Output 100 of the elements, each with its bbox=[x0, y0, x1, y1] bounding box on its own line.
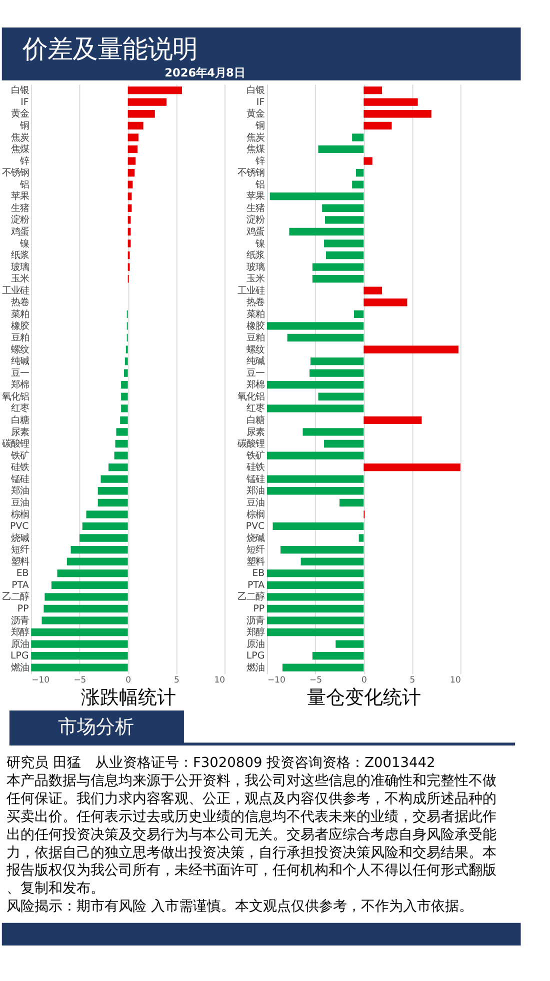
y-tick-label: 豆粕 bbox=[246, 332, 265, 344]
y-tick-label: PVC bbox=[246, 521, 266, 532]
y-tick-label: 尿素 bbox=[10, 426, 29, 438]
y-tick-label: EB bbox=[252, 568, 265, 580]
y-tick-label: 沥青 bbox=[10, 615, 29, 626]
y-tick-label: 苹果 bbox=[10, 191, 29, 202]
y-tick-label: PTA bbox=[12, 580, 30, 591]
y-tick-label: PTA bbox=[247, 580, 266, 591]
y-tick-label: 氧化铝 bbox=[2, 391, 29, 402]
y-tick-label: 铝 bbox=[18, 179, 29, 190]
y-tick-label: 豆油 bbox=[246, 497, 265, 508]
y-tick-label: 热卷 bbox=[246, 297, 265, 308]
y-tick-label: 不锈钢 bbox=[238, 168, 265, 179]
y-tick-label: 螺纹 bbox=[246, 344, 265, 356]
y-tick-label: 焦炭 bbox=[10, 132, 29, 144]
x-tick-label: −5 bbox=[310, 676, 322, 686]
y-tick-label: 塑料 bbox=[246, 556, 265, 568]
y-tick-label: 原油 bbox=[10, 638, 29, 650]
x-tick-label: −10 bbox=[267, 676, 286, 686]
y-tick-label: 铜 bbox=[254, 120, 265, 132]
y-tick-label: 白银 bbox=[10, 85, 29, 96]
y-tick-label: 锌 bbox=[254, 156, 265, 167]
y-tick-label: 郑醇 bbox=[246, 627, 265, 638]
text: 研究员 田猛 从业资格证号：F3020809 投资咨询资格：Z0013442 bbox=[6, 755, 436, 772]
y-tick-label: 短纤 bbox=[10, 544, 29, 556]
y-tick-label: 塑料 bbox=[10, 556, 29, 568]
y-tick-label: 橡胶 bbox=[246, 320, 265, 332]
y-tick-label: 工业硅 bbox=[238, 285, 265, 296]
y-tick-label: 铁矿 bbox=[10, 450, 29, 462]
y-tick-label: 碳酸锂 bbox=[236, 438, 265, 450]
x-tick-label: 5 bbox=[410, 676, 416, 686]
y-tick-label: 郑油 bbox=[10, 486, 29, 497]
y-tick-label: 郑油 bbox=[246, 486, 265, 497]
y-tick-label: 锰硅 bbox=[10, 474, 29, 485]
y-tick-label: 原油 bbox=[246, 638, 265, 650]
y-tick-label: 郑醇 bbox=[10, 627, 29, 638]
y-tick-label: 不锈钢 bbox=[2, 168, 29, 179]
y-tick-label: 淀粉 bbox=[246, 214, 265, 226]
y-tick-label: 橡胶 bbox=[10, 320, 29, 332]
y-tick-label: IF bbox=[256, 96, 265, 108]
y-tick-label: 镍 bbox=[18, 238, 29, 250]
y-tick-label: 乙二醇 bbox=[238, 592, 265, 603]
y-tick-label: 白糖 bbox=[10, 415, 29, 426]
y-tick-label: 短纤 bbox=[246, 544, 265, 556]
y-tick-label: 红枣 bbox=[246, 403, 265, 414]
x-tick-label: 5 bbox=[174, 676, 180, 686]
x-tick-label: −5 bbox=[74, 676, 86, 686]
y-tick-label: 硅铁 bbox=[10, 462, 29, 474]
y-tick-label: 豆油 bbox=[10, 497, 29, 508]
y-tick-label: 棕榈 bbox=[246, 509, 265, 520]
y-tick-label: EB bbox=[16, 568, 29, 580]
y-tick-label: 纸浆 bbox=[10, 250, 29, 262]
y-tick-label: 生猪 bbox=[10, 202, 29, 214]
y-tick-label: 热卷 bbox=[10, 297, 29, 308]
x-tick-label: 0 bbox=[361, 676, 367, 686]
y-tick-label: IF bbox=[20, 96, 29, 108]
y-tick-label: 燃油 bbox=[10, 662, 29, 674]
y-tick-label: 焦炭 bbox=[246, 132, 265, 144]
y-tick-label: 锰硅 bbox=[246, 474, 265, 485]
y-tick-label: 烧碱 bbox=[10, 532, 29, 544]
x-axis-title: 涨跌幅统计 bbox=[80, 686, 176, 708]
y-tick-label: 郑棉 bbox=[10, 380, 29, 391]
y-tick-label: 鸡蛋 bbox=[246, 226, 265, 238]
y-tick-label: 工业硅 bbox=[2, 285, 29, 296]
y-tick-label: 尿素 bbox=[246, 426, 265, 438]
y-tick-label: 玻璃 bbox=[10, 262, 29, 273]
text: 风险揭示：期市有风险 入市需谨慎。本文观点仅供参考，不作为入市依据。 bbox=[6, 898, 473, 915]
y-tick-label: 沥青 bbox=[246, 615, 265, 626]
y-tick-label: 纸浆 bbox=[246, 250, 265, 262]
y-tick-label: LPG bbox=[246, 650, 265, 662]
y-tick-label: 白银 bbox=[246, 85, 265, 96]
y-tick-label: PP bbox=[17, 604, 30, 615]
y-tick-label: 纯碱 bbox=[10, 356, 29, 368]
y-tick-label: 锌 bbox=[18, 156, 29, 167]
y-tick-label: 豆一 bbox=[10, 368, 29, 379]
y-tick-label: PVC bbox=[10, 521, 30, 532]
x-tick-label: 0 bbox=[126, 676, 132, 686]
x-tick-label: 10 bbox=[214, 676, 225, 686]
y-tick-label: 玉米 bbox=[246, 274, 265, 285]
text: 市场分析 bbox=[58, 716, 134, 738]
y-tick-label: 铁矿 bbox=[246, 450, 265, 462]
y-tick-label: 郑棉 bbox=[246, 380, 265, 391]
y-tick-label: 豆一 bbox=[246, 368, 265, 379]
y-tick-label: 纯碱 bbox=[246, 356, 265, 368]
x-tick-label: 10 bbox=[450, 676, 461, 686]
y-tick-label: 菜粕 bbox=[246, 308, 265, 320]
y-tick-label: 白糖 bbox=[246, 415, 265, 426]
y-tick-label: 豆粕 bbox=[10, 332, 29, 344]
y-tick-label: 黄金 bbox=[10, 108, 29, 120]
y-tick-label: 铜 bbox=[18, 120, 29, 132]
y-tick-label: 菜粕 bbox=[10, 308, 29, 320]
y-tick-label: 淀粉 bbox=[10, 214, 29, 226]
y-tick-label: 氧化铝 bbox=[238, 391, 265, 402]
y-tick-label: 燃油 bbox=[246, 662, 265, 674]
x-axis-title: 量仓变化统计 bbox=[307, 686, 422, 708]
y-tick-label: 生猪 bbox=[246, 202, 265, 214]
y-tick-label: 黄金 bbox=[246, 108, 265, 120]
y-tick-label: 乙二醇 bbox=[2, 592, 29, 603]
x-tick-label: −10 bbox=[32, 676, 50, 686]
y-tick-label: 棕榈 bbox=[10, 509, 29, 520]
